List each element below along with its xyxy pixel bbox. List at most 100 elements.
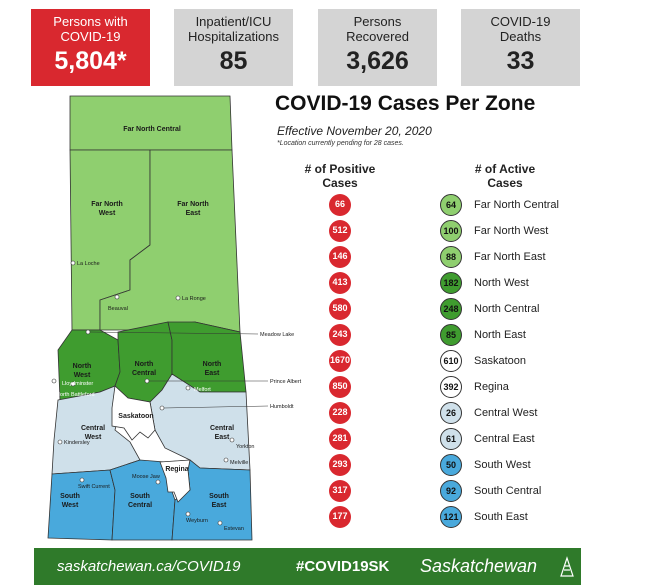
effective-date: Effective November 20, 2020 bbox=[277, 124, 432, 138]
zone-name: Far North Central bbox=[474, 199, 559, 211]
map-label-saskatoon: Saskatoon bbox=[118, 413, 153, 420]
stat-label: Deaths bbox=[499, 29, 542, 44]
zone-name: North Central bbox=[474, 303, 540, 315]
city-label-estevan: Estevan bbox=[224, 526, 244, 532]
stat-value: 5,804* bbox=[54, 47, 127, 75]
active-cases-badge: 248 bbox=[440, 298, 462, 320]
leader-line bbox=[89, 331, 259, 335]
city-label-humboldt: Humboldt bbox=[270, 404, 294, 410]
stat-value: 33 bbox=[506, 47, 535, 75]
header-line: Cases bbox=[487, 176, 523, 190]
positive-cases-badge: 512 bbox=[329, 220, 351, 242]
map-label-central-east: Central bbox=[210, 425, 234, 432]
city-label-yorkton: Yorkton bbox=[236, 444, 254, 450]
map-label-south-central: Central bbox=[128, 502, 152, 509]
footer-url[interactable]: saskatchewan.ca/COVID19 bbox=[57, 558, 241, 575]
positive-cases-badge: 243 bbox=[329, 324, 351, 346]
active-cases-badge: 88 bbox=[440, 246, 462, 268]
positive-cases-badge: 281 bbox=[329, 428, 351, 450]
city-label-lloydminster: Lloydminster bbox=[62, 381, 93, 387]
city-label-swift-current: Swift Current bbox=[78, 484, 110, 490]
positive-cases-header: # of Positive Cases bbox=[290, 162, 390, 190]
stat-label: COVID-19 bbox=[60, 29, 121, 44]
map-zone-far-north-east bbox=[99, 149, 241, 333]
positive-cases-badge: 850 bbox=[329, 376, 351, 398]
active-cases-badge: 100 bbox=[440, 220, 462, 242]
map-label-north-east: North bbox=[203, 361, 222, 368]
map-label-south-east: South bbox=[209, 493, 229, 500]
map-label-far-north-west: West bbox=[99, 210, 116, 217]
zone-name: Regina bbox=[474, 381, 509, 393]
city-label-weyburn: Weyburn bbox=[186, 518, 208, 524]
positive-cases-badge: 413 bbox=[329, 272, 351, 294]
active-cases-badge: 50 bbox=[440, 454, 462, 476]
city-label-melville: Melville bbox=[230, 460, 248, 466]
city-label-melfort: Melfort bbox=[194, 387, 211, 393]
active-cases-header: # of Active Cases bbox=[455, 162, 555, 190]
positive-cases-badge: 228 bbox=[329, 402, 351, 424]
city-dot-icon bbox=[185, 511, 191, 517]
map-label-regina: Regina bbox=[165, 466, 188, 473]
map-label-south-central: South bbox=[130, 493, 150, 500]
stat-label: COVID-19 bbox=[490, 14, 551, 29]
active-cases-badge: 92 bbox=[440, 480, 462, 502]
map-label-far-north-west: Far North bbox=[91, 201, 123, 208]
active-cases-badge: 61 bbox=[440, 428, 462, 450]
active-cases-badge: 26 bbox=[440, 402, 462, 424]
active-cases-badge: 610 bbox=[440, 350, 462, 372]
city-label-kindersley: Kindersley bbox=[64, 440, 90, 446]
wheat-logo-icon bbox=[560, 556, 574, 577]
city-dot-icon bbox=[57, 439, 63, 445]
positive-cases-badge: 66 bbox=[329, 194, 351, 216]
active-cases-badge: 64 bbox=[440, 194, 462, 216]
city-dot-icon bbox=[223, 457, 229, 463]
city-dot-icon bbox=[159, 405, 165, 411]
stat-label: Inpatient/ICU bbox=[195, 14, 272, 29]
stat-label: Persons with bbox=[53, 14, 128, 29]
footer-bar: saskatchewan.ca/COVID19 #COVID19SK Saska… bbox=[34, 548, 581, 585]
stat-label: Hospitalizations bbox=[187, 29, 280, 44]
map-label-north-east: East bbox=[205, 370, 220, 377]
map-label-north-central: Central bbox=[132, 370, 156, 377]
city-dot-icon bbox=[70, 381, 76, 387]
map-label-central-west: Central bbox=[81, 425, 105, 432]
map-label-north-west: West bbox=[74, 372, 91, 379]
city-label-la-loche: La Loche bbox=[77, 261, 100, 267]
map-label-south-west: South bbox=[60, 493, 80, 500]
map-label-north-west: North bbox=[73, 363, 92, 370]
positive-cases-badge: 1670 bbox=[329, 350, 351, 372]
city-label-meadow-lake: Meadow Lake bbox=[260, 332, 294, 338]
map-zone-far-north-central bbox=[69, 95, 233, 151]
stat-hospitalizations: Inpatient/ICU Hospitalizations 85 bbox=[174, 9, 293, 86]
active-cases-badge: 182 bbox=[440, 272, 462, 294]
map-label-far-north-central: Far North Central bbox=[123, 126, 181, 133]
city-markers bbox=[51, 260, 235, 526]
city-dot-icon bbox=[79, 477, 85, 483]
stat-label: Persons bbox=[353, 14, 402, 29]
pending-note: *Location currently pending for 28 cases… bbox=[277, 140, 404, 147]
zone-name: Saskatoon bbox=[474, 355, 526, 367]
city-label-prince-albert: Prince Albert bbox=[270, 379, 302, 385]
map-label-far-north-east: East bbox=[186, 210, 201, 217]
city-dot-icon bbox=[144, 378, 150, 384]
zone-name: Central West bbox=[474, 407, 538, 419]
city-dot-icon bbox=[155, 479, 161, 485]
zone-name: South West bbox=[474, 459, 531, 471]
active-cases-badge: 392 bbox=[440, 376, 462, 398]
map-label-central-west: West bbox=[85, 434, 102, 441]
header-line: # of Active bbox=[474, 162, 536, 176]
zone-name: North East bbox=[474, 329, 526, 341]
positive-cases-badge: 317 bbox=[329, 480, 351, 502]
active-cases-badge: 121 bbox=[440, 506, 462, 528]
header-line: Cases bbox=[322, 176, 358, 190]
zone-name: South Central bbox=[474, 485, 542, 497]
map-label-central-east: East bbox=[215, 434, 230, 441]
map-label-south-west: West bbox=[62, 502, 79, 509]
zone-name: Far North East bbox=[474, 251, 546, 263]
zone-name: North West bbox=[474, 277, 529, 289]
positive-cases-badge: 146 bbox=[329, 246, 351, 268]
city-label-la-ronge: La Ronge bbox=[182, 296, 206, 302]
zone-name: Central East bbox=[474, 433, 535, 445]
map-label-south-east: East bbox=[212, 502, 227, 509]
city-dot-icon bbox=[114, 294, 120, 300]
